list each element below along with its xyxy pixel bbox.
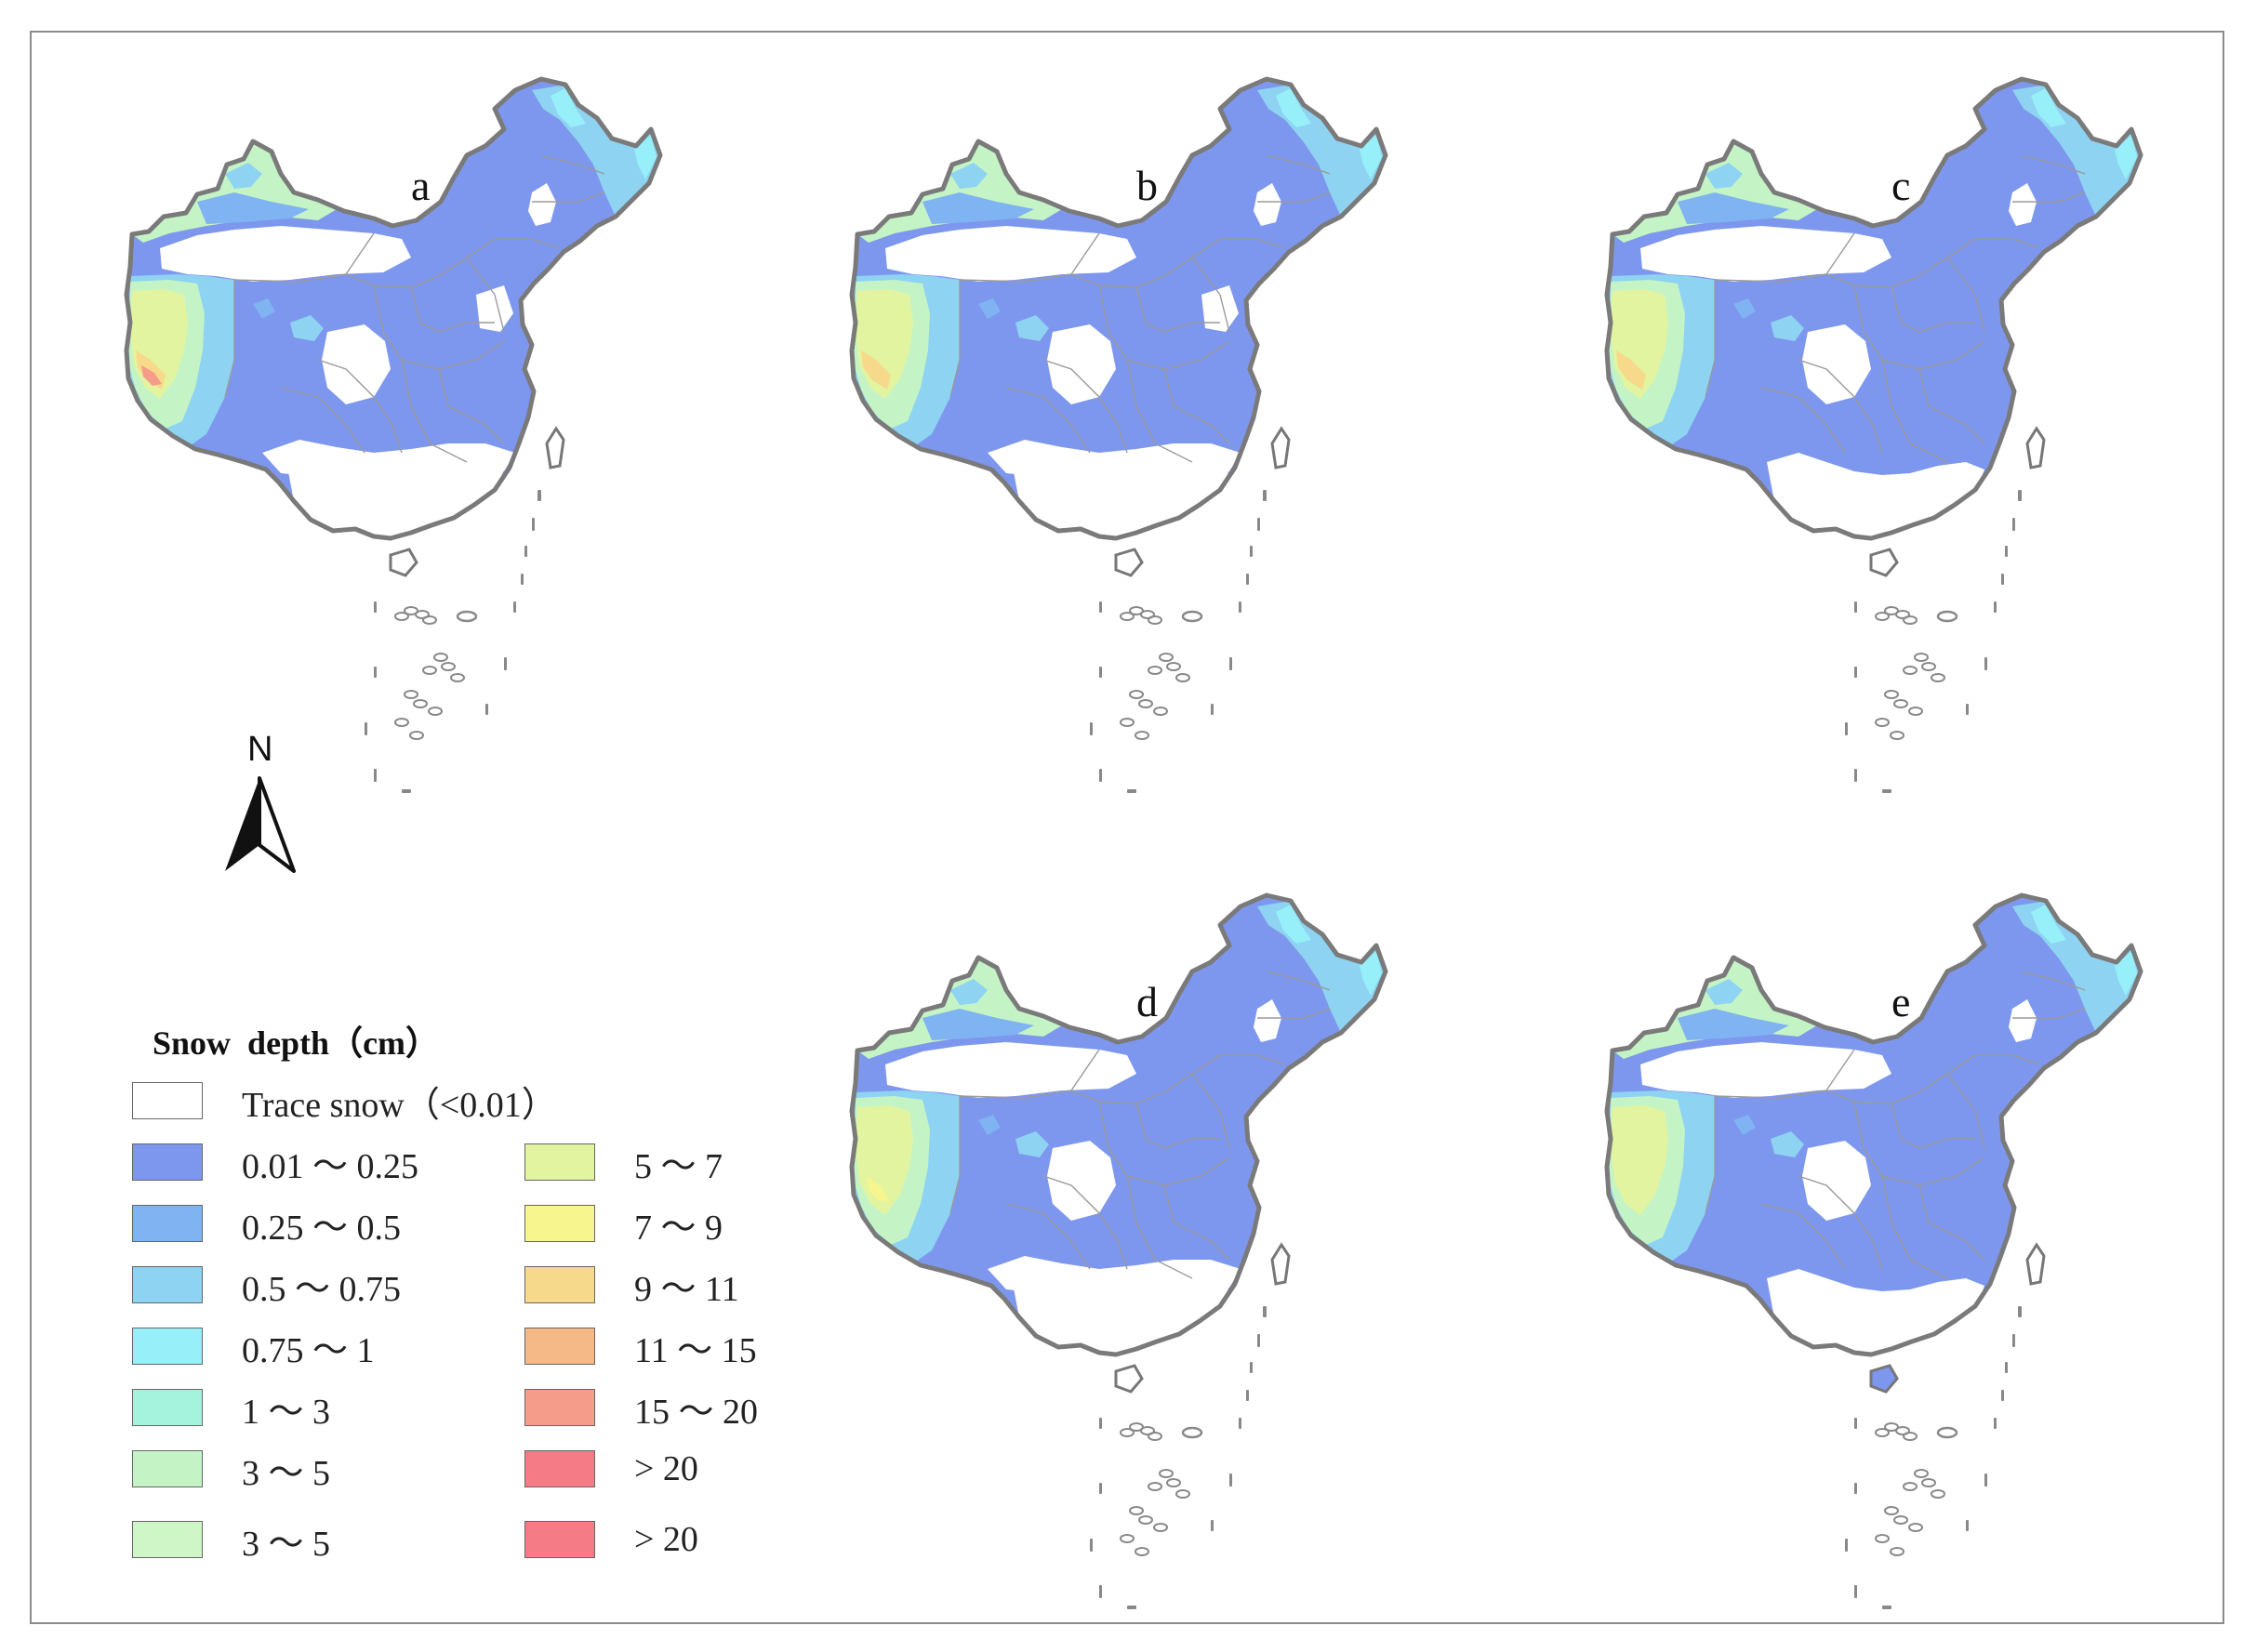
legend-item-label: 0.75 ～ 1 <box>242 1330 375 1370</box>
legend-swatch <box>524 1450 595 1487</box>
legend-item: 0.5 ～ 0.75 <box>132 1263 401 1309</box>
legend-item: 7 ～ 9 <box>524 1202 723 1248</box>
legend-item: 1 ～ 3 <box>132 1386 330 1432</box>
legend-swatch <box>524 1328 595 1365</box>
legend-item-label: 9 ～ 11 <box>634 1269 739 1309</box>
legend-item: 0.25 ～ 0.5 <box>132 1202 401 1248</box>
map-panel-c: c <box>1575 53 2170 819</box>
north-arrow-icon <box>225 776 296 873</box>
legend-title: Snow depth（cm） <box>153 1024 440 1062</box>
legend-swatch <box>524 1205 595 1242</box>
legend-item-label: > 20 <box>634 1449 698 1488</box>
legend-swatch <box>132 1266 203 1303</box>
legend-item-label: 7 ～ 9 <box>634 1208 723 1248</box>
legend-item-label: 15 ～ 20 <box>634 1392 759 1432</box>
legend-item-label: 3 ～ 5 <box>242 1524 331 1564</box>
legend-item-label: 3 ～ 5 <box>242 1453 331 1493</box>
legend-item: 9 ～ 11 <box>524 1263 739 1309</box>
legend-swatch <box>132 1389 203 1426</box>
legend: Snow depth（cm） Trace snow（<0.01） 0.01 ～ 0… <box>125 1009 831 1566</box>
legend-item: 15 ～ 20 <box>524 1386 758 1432</box>
legend-item-label: Trace snow（<0.01） <box>242 1085 557 1125</box>
china-map-b <box>849 76 1388 793</box>
legend-item-label: 0.5 ～ 0.75 <box>242 1269 402 1309</box>
legend-item: 11 ～ 15 <box>524 1325 757 1370</box>
north-arrow-label: N <box>247 730 273 769</box>
legend-swatch <box>132 1205 203 1242</box>
legend-item-label: 5 ～ 7 <box>634 1146 723 1186</box>
map-panel-d: d <box>820 869 1415 1635</box>
panel-label-b: b <box>1136 162 1158 209</box>
legend-swatch <box>524 1389 595 1426</box>
map-panel-a: a <box>95 53 690 819</box>
legend-item: > 20 <box>524 1447 698 1490</box>
legend-item-label: 0.25 ～ 0.5 <box>242 1208 402 1248</box>
legend-item: 5 ～ 7 <box>524 1141 723 1186</box>
legend-swatch <box>132 1450 203 1487</box>
panel-label-c: c <box>1891 162 1911 209</box>
legend-item-label: 11 ～ 15 <box>634 1330 757 1370</box>
legend-swatch <box>524 1521 595 1558</box>
legend-item: 0.75 ～ 1 <box>132 1325 375 1370</box>
legend-swatch <box>132 1082 203 1119</box>
legend-item-label: 1 ～ 3 <box>242 1392 331 1432</box>
legend-item: 3 ～ 5 <box>132 1518 330 1564</box>
map-panel-b: b <box>820 53 1415 819</box>
legend-item: > 20 <box>524 1518 698 1561</box>
legend-item: 3 ～ 5 <box>132 1447 330 1493</box>
legend-item-label: 0.01 ～ 0.25 <box>242 1146 419 1186</box>
panel-label-e: e <box>1891 978 1911 1025</box>
map-figure-frame: a b c d e N Snow depth（cm） Trace snow（<0… <box>30 31 2224 1624</box>
legend-item-label: > 20 <box>634 1520 698 1559</box>
legend-swatch <box>132 1521 203 1558</box>
legend-swatch <box>132 1328 203 1365</box>
legend-swatch <box>132 1143 203 1181</box>
china-map-d <box>849 892 1388 1609</box>
china-map-c <box>1604 76 2143 793</box>
legend-item: 0.01 ～ 0.25 <box>132 1141 418 1186</box>
map-panel-e: e <box>1575 869 2170 1635</box>
legend-item: Trace snow（<0.01） <box>132 1079 557 1125</box>
panel-label-d: d <box>1136 978 1158 1025</box>
china-map-e <box>1604 892 2143 1609</box>
china-map-a <box>124 76 663 793</box>
legend-swatch <box>524 1143 595 1181</box>
panel-label-a: a <box>411 162 431 209</box>
legend-swatch <box>524 1266 595 1303</box>
